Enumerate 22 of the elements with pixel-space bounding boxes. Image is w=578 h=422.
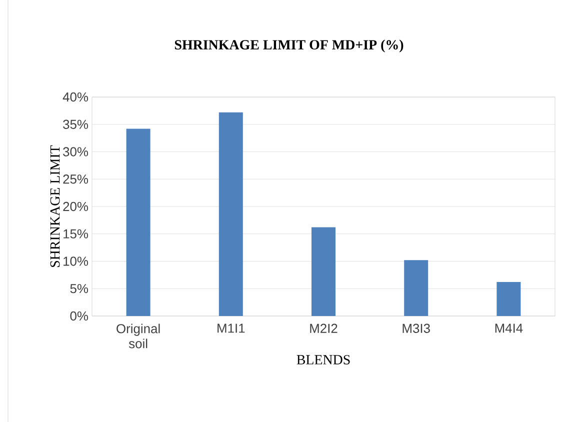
- bar: [496, 282, 521, 316]
- x-axis-title: BLENDS: [296, 355, 350, 364]
- x-tick-label: Original soil: [116, 324, 160, 348]
- bar: [312, 227, 336, 316]
- bar: [218, 112, 243, 316]
- y-tick-label: 20%: [63, 202, 88, 212]
- y-tick-label: 30%: [63, 147, 88, 156]
- y-tick-label: 35%: [63, 120, 88, 129]
- y-axis-title: SHRINKAGE LIMIT: [50, 145, 60, 267]
- y-tick-label: 0%: [70, 311, 88, 321]
- bar: [404, 260, 428, 316]
- y-tick-label: 40%: [62, 92, 88, 102]
- y-tick-label: 15%: [64, 229, 88, 238]
- y-tick-label: 5%: [70, 284, 88, 294]
- y-tick-label: 25%: [63, 174, 88, 184]
- bar: [126, 128, 150, 316]
- y-tick-label: 10%: [64, 256, 88, 266]
- x-tick-label: M3I3: [402, 324, 430, 333]
- x-tick-label: M4I4: [495, 324, 523, 333]
- x-tick-label: M1I1: [218, 324, 245, 333]
- x-tick-label: M2I2: [310, 324, 338, 333]
- chart-title: SHRINKAGE LIMIT OF MD+IP (%): [174, 40, 404, 52]
